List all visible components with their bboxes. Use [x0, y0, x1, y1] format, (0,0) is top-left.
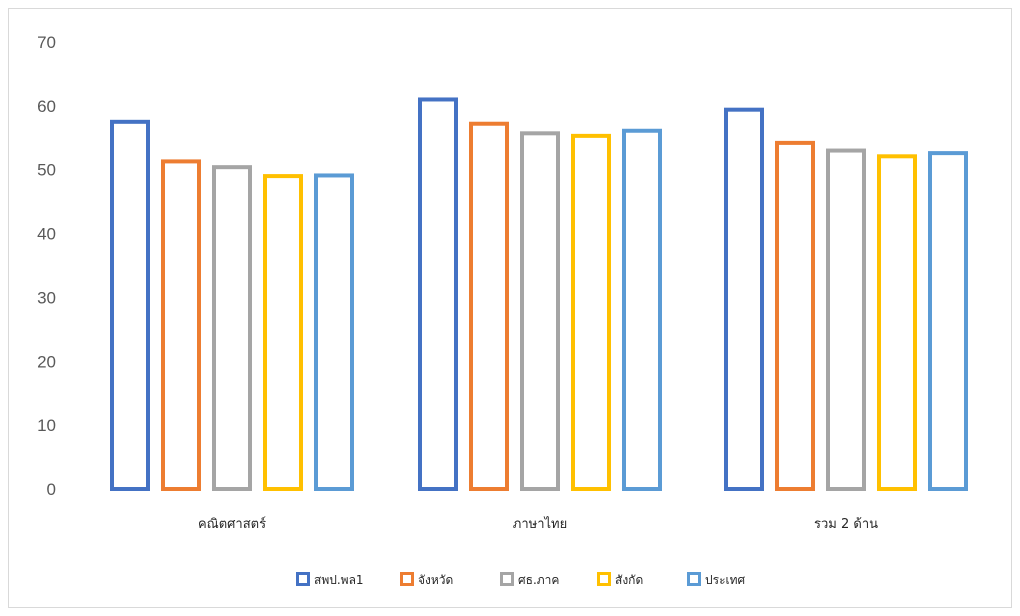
legend-swatch — [500, 572, 514, 586]
legend: สพป.พล1 จังหวัด ศธ.ภาค สังกัด ประเทศ — [296, 572, 746, 587]
x-category-label: รวม 2 ด้าน — [814, 517, 878, 532]
x-category-label: ภาษาไทย — [513, 516, 567, 532]
bar — [110, 119, 150, 491]
bars — [110, 97, 968, 492]
bar — [314, 173, 354, 491]
bar — [877, 154, 917, 491]
bar — [928, 151, 968, 492]
y-tick-label: 20 — [37, 352, 56, 371]
bar — [775, 140, 815, 491]
legend-swatch — [296, 572, 310, 586]
bar — [212, 165, 252, 491]
y-tick-label: 40 — [37, 225, 56, 244]
legend-swatch — [597, 572, 611, 586]
legend-label: ประเทศ — [705, 573, 746, 587]
legend-label: สังกัด — [615, 573, 643, 587]
legend-label: ศธ.ภาค — [518, 573, 559, 587]
bar — [622, 128, 662, 492]
y-tick-label: 10 — [37, 416, 56, 435]
bar — [418, 97, 458, 491]
y-axis-ticks: 0 10 20 30 40 50 60 70 — [37, 33, 56, 499]
bar — [724, 107, 764, 491]
bar — [161, 159, 201, 491]
bar — [826, 148, 866, 492]
bar — [263, 174, 303, 491]
bar — [469, 121, 509, 491]
legend-label: สพป.พล1 — [314, 573, 364, 587]
legend-swatch — [687, 572, 701, 586]
bar — [571, 133, 611, 491]
legend-label: จังหวัด — [418, 573, 453, 587]
y-tick-label: 70 — [37, 33, 56, 52]
y-tick-label: 50 — [37, 161, 56, 180]
y-tick-label: 60 — [37, 97, 56, 116]
y-tick-label: 30 — [37, 288, 56, 307]
x-axis-labels: คณิตศาสตร์ ภาษาไทย รวม 2 ด้าน — [198, 516, 878, 532]
y-tick-label: 0 — [47, 480, 56, 499]
legend-swatch — [400, 572, 414, 586]
x-category-label: คณิตศาสตร์ — [198, 516, 266, 532]
bar — [520, 131, 560, 492]
